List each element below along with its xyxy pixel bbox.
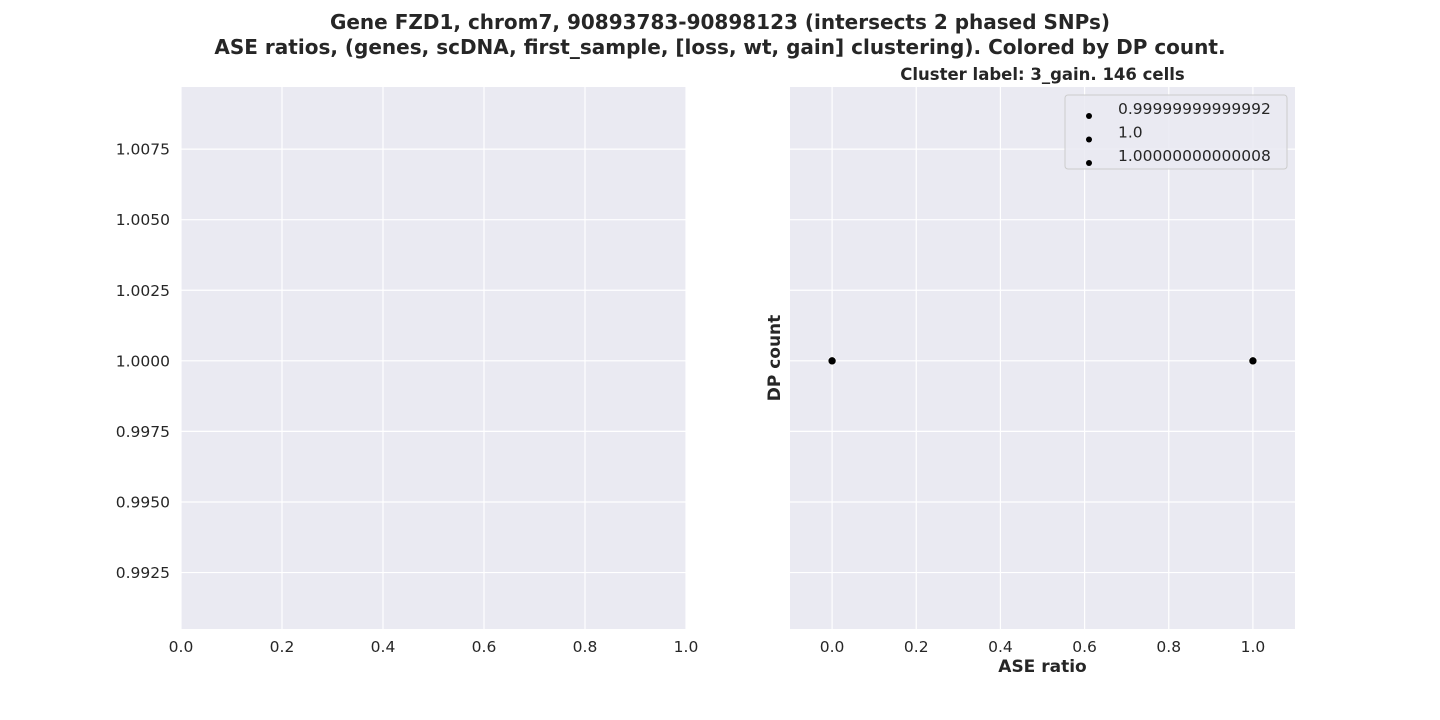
y-tick-label: 1.0000 [116,352,170,370]
data-point [1248,356,1258,366]
legend-marker [1086,113,1092,119]
data-point [827,356,837,366]
x-axis-label: ASE ratio [998,657,1086,677]
y-tick-label: 0.9950 [116,493,170,511]
legend-label: 0.99999999999992 [1118,100,1271,118]
left-panel: 0.0 0.2 0.4 0.6 0.8 1.0 0.9925 0.9950 0.9975 1.00… [116,87,699,656]
x-tick-label: 0.8 [1156,638,1181,656]
legend-label: 1.0 [1118,124,1143,142]
x-tick-label: 0.6 [472,638,497,656]
legend-marker [1086,136,1092,143]
x-tick-label: 0.8 [573,638,598,656]
plot-area [181,87,686,629]
plot-area [790,87,1295,629]
x-tick-label: 0.2 [904,638,929,656]
x-tick-label: 0.0 [820,638,845,656]
y-axis-label: DP count [765,315,785,402]
legend-frame [1064,94,1288,170]
y-tick-label: 1.0075 [116,141,170,159]
y-tick-label: 1.0025 [116,282,170,300]
x-tick-label: 0.6 [1072,638,1097,656]
x-tick-label: 1.0 [674,638,699,656]
legend: 0.99999999999992 1.0 1.00000000000008 [1064,94,1288,170]
figure-title-line2: ASE ratios, (genes, scDNA, first_sample,… [214,35,1226,59]
legend-marker [1086,160,1092,166]
legend-label: 1.00000000000008 [1118,147,1271,165]
right-panel: 0.0 0.2 0.4 0.6 0.8 1.0 Cluster label: 3_gain.… [765,65,1295,677]
y-tick-label: 0.9925 [116,564,170,582]
figure-title-line1: Gene FZD1, chrom7, 90893783-90898123 (in… [329,10,1111,34]
x-tick-label: 1.0 [1241,638,1266,656]
x-tick-label: 0.0 [169,638,194,656]
x-tick-label: 0.4 [371,638,396,656]
y-tick-label: 0.9975 [116,423,170,441]
x-tick-label: 0.4 [988,638,1013,656]
y-tick-label: 1.0050 [116,211,170,229]
axes-title: Cluster label: 3_gain. 146 cells [900,65,1185,84]
x-tick-label: 0.2 [270,638,295,656]
